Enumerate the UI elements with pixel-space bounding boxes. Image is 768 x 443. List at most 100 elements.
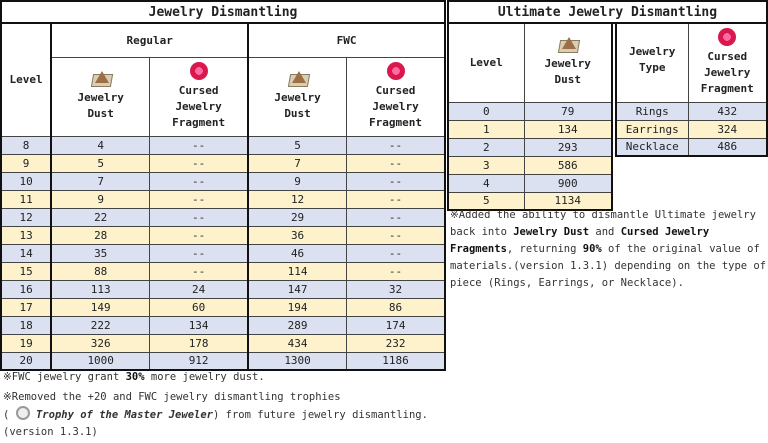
jewelry-dismantling-table: Jewelry Dismantling Level Regular FWC Je…: [0, 0, 446, 371]
table-cell: 28: [50, 225, 151, 245]
table-cell: --: [149, 207, 250, 227]
ultimate-title-table: Ultimate Jewelry Dismantling: [447, 0, 768, 24]
table-cell: 12: [0, 207, 53, 227]
table-cell: --: [149, 135, 250, 155]
table-cell: 486: [687, 137, 768, 157]
table-row: 16 113 24 147 32: [0, 279, 446, 299]
table-cell: 1134: [523, 191, 613, 211]
table-cell: --: [149, 261, 250, 281]
table-cell: 113: [50, 279, 151, 299]
table-cell: --: [346, 225, 446, 245]
table-row: 10 7 -- 9 --: [0, 171, 446, 191]
table-row: 14 35 -- 46 --: [0, 243, 446, 263]
table-cell: --: [149, 243, 250, 263]
table-cell: Earrings: [615, 119, 689, 139]
ult-fragment-header: Cursed Jewelry Fragment: [687, 22, 768, 103]
table-cell: 79: [523, 101, 613, 121]
table-cell: 232: [346, 333, 446, 353]
table-cell: 324: [687, 119, 768, 139]
trophy-icon: [15, 406, 30, 420]
table-cell: 35: [50, 243, 151, 263]
table-cell: 46: [247, 243, 348, 263]
col-fwc-fragment: Cursed Jewelry Fragment: [346, 56, 446, 137]
table-cell: 134: [149, 315, 250, 335]
table-row: 13 28 -- 36 --: [0, 225, 446, 245]
table-row: 2 293: [447, 137, 613, 157]
ult-type-header: Jewelry Type: [615, 22, 689, 103]
table-row: 1 134: [447, 119, 613, 139]
table-cell: 60: [149, 297, 250, 317]
table-cell: --: [346, 135, 446, 155]
table-cell: 7: [247, 153, 348, 173]
table-cell: 5: [447, 191, 525, 211]
table-cell: 4: [447, 173, 525, 193]
table-cell: 17: [0, 297, 53, 317]
table-cell: 5: [50, 153, 151, 173]
col-regular-fragment: Cursed Jewelry Fragment: [149, 56, 250, 137]
table-cell: 13: [0, 225, 53, 245]
table-cell: --: [346, 189, 446, 209]
table-cell: 586: [523, 155, 613, 175]
cursed-gem-icon: [189, 62, 208, 80]
table-cell: 32: [346, 279, 446, 299]
table-cell: 14: [0, 243, 53, 263]
table-cell: 134: [523, 119, 613, 139]
table-cell: 1186: [346, 351, 446, 371]
table-cell: 912: [149, 351, 250, 371]
ult-level-header: Level: [447, 22, 525, 103]
group-regular: Regular: [50, 22, 250, 58]
table-row: 5 1134: [447, 191, 613, 211]
table-cell: --: [149, 153, 250, 173]
trophy-note: ※Removed the +20 and FWC jewelry dismant…: [3, 391, 428, 438]
table-cell: 3: [447, 155, 525, 175]
table-cell: 11: [0, 189, 53, 209]
table-cell: 36: [247, 225, 348, 245]
table-cell: 293: [523, 137, 613, 157]
table-cell: --: [149, 171, 250, 191]
table-cell: --: [346, 207, 446, 227]
table-cell: --: [346, 261, 446, 281]
table-cell: 9: [0, 153, 53, 173]
group-fwc: FWC: [247, 22, 446, 58]
jewelry-dust-icon: [557, 37, 579, 53]
table-row: 18 222 134 289 174: [0, 315, 446, 335]
table-cell: 149: [50, 297, 151, 317]
table-cell: 4: [50, 135, 151, 155]
cursed-gem-icon: [386, 62, 405, 80]
table-cell: 9: [247, 171, 348, 191]
table-row: Rings 432: [615, 101, 768, 121]
table-cell: 18: [0, 315, 53, 335]
col-fwc-dust: Jewelry Dust: [247, 56, 348, 137]
table-cell: 222: [50, 315, 151, 335]
table-row: 4 900: [447, 173, 613, 193]
table-row: 11 9 -- 12 --: [0, 189, 446, 209]
table-cell: 114: [247, 261, 348, 281]
table-cell: Necklace: [615, 137, 689, 157]
table-cell: 432: [687, 101, 768, 121]
ultimate-level-table: Level Jewelry Dust 0 79 1 134 2 293 3 586 4 900 5 1…: [447, 22, 613, 211]
table-row: 15 88 -- 114 --: [0, 261, 446, 281]
table-cell: 0: [447, 101, 525, 121]
ultimate-type-table: Jewelry Type Cursed Jewelry Fragment Rin…: [615, 22, 768, 157]
table-cell: --: [149, 189, 250, 209]
table-cell: 19: [0, 333, 53, 353]
table-cell: 12: [247, 189, 348, 209]
ultimate-title: Ultimate Jewelry Dismantling: [447, 0, 768, 24]
table-cell: 9: [50, 189, 151, 209]
table-row: 3 586: [447, 155, 613, 175]
table-cell: --: [149, 225, 250, 245]
table-cell: 5: [247, 135, 348, 155]
table-cell: 194: [247, 297, 348, 317]
table-cell: --: [346, 171, 446, 191]
table-cell: 434: [247, 333, 348, 353]
table-cell: 29: [247, 207, 348, 227]
table-cell: 10: [0, 171, 53, 191]
cursed-gem-icon: [718, 28, 737, 47]
table-cell: 289: [247, 315, 348, 335]
col-regular-dust: Jewelry Dust: [50, 56, 151, 137]
table-cell: 147: [247, 279, 348, 299]
table-cell: 86: [346, 297, 446, 317]
table-cell: 174: [346, 315, 446, 335]
table-row: 19 326 178 434 232: [0, 333, 446, 353]
table-cell: 1: [447, 119, 525, 139]
